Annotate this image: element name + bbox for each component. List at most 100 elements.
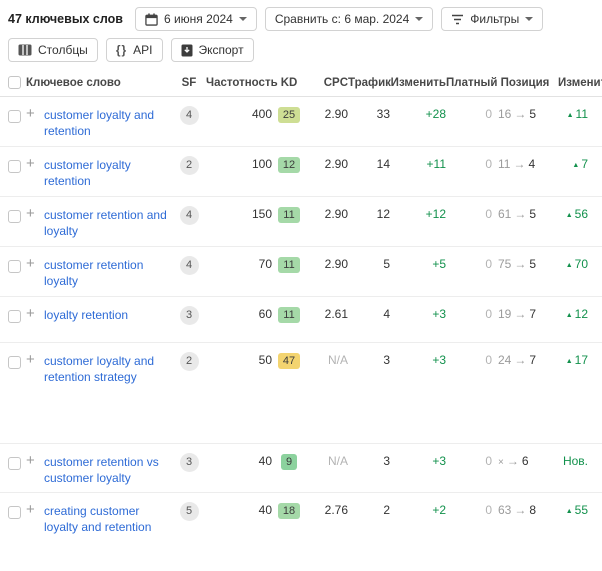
keyword-link[interactable]: loyalty retention bbox=[44, 308, 129, 322]
keywords-table: Ключевое слово SF Частотность KD CPC Тра… bbox=[0, 69, 602, 571]
kd-badge: 47 bbox=[277, 353, 301, 369]
paid-value: 0 bbox=[446, 342, 492, 444]
traffic-change-value: +11 bbox=[390, 146, 446, 197]
row-checkbox[interactable] bbox=[8, 506, 21, 520]
row-checkbox[interactable] bbox=[8, 356, 21, 370]
keyword-link[interactable]: customer retention vs customer loyalty bbox=[44, 455, 159, 486]
volume-value: 400 bbox=[206, 96, 272, 147]
keyword-link[interactable]: customer loyalty and retention bbox=[44, 108, 155, 139]
select-all-checkbox[interactable] bbox=[8, 76, 21, 89]
traffic-change-value: +2 bbox=[432, 503, 446, 517]
serp-features-badge[interactable]: 4 bbox=[179, 105, 199, 125]
traffic-change-value: +3 bbox=[390, 342, 446, 444]
position-change-value: 12 bbox=[574, 307, 588, 321]
position-change-value: 55 bbox=[574, 503, 588, 517]
position-cell: 11 → 4 bbox=[492, 146, 558, 197]
cpc-value: 2.90 bbox=[306, 146, 348, 197]
volume-value: 40 bbox=[258, 503, 272, 517]
position-arrow-icon: → bbox=[514, 503, 527, 517]
serp-features-badge[interactable]: 4 bbox=[179, 255, 199, 275]
position-new-value: 5 bbox=[529, 107, 537, 121]
keyword-link[interactable]: customer retention loyalty bbox=[44, 258, 144, 289]
position-new-value: 6 bbox=[521, 454, 529, 468]
add-icon[interactable]: + bbox=[26, 155, 35, 172]
serp-features-badge[interactable]: 2 bbox=[179, 155, 199, 175]
rank-up-icon: ▲ bbox=[565, 357, 573, 365]
position-change-value: 11 bbox=[575, 107, 588, 121]
traffic-value: 33 bbox=[348, 96, 390, 147]
column-header-paid[interactable]: Платный bbox=[446, 69, 497, 97]
keyword-link[interactable]: customer retention and loyalty bbox=[44, 208, 167, 239]
column-header-volume[interactable]: Частотность bbox=[206, 69, 278, 97]
column-header-position-change[interactable]: Изменить bbox=[558, 69, 602, 97]
keyword-link[interactable]: creating customer loyalty and retention bbox=[44, 504, 152, 535]
add-icon[interactable]: + bbox=[26, 205, 35, 222]
traffic-value: 14 bbox=[348, 146, 390, 197]
export-label: Экспорт bbox=[198, 43, 244, 57]
filters-button[interactable]: Фильтры bbox=[441, 7, 544, 31]
traffic-value: 3 bbox=[348, 342, 390, 444]
position-new-value: 8 bbox=[529, 503, 537, 517]
position-cell: 63 → 8 bbox=[492, 493, 558, 571]
table-row: + loyalty retention 3 60 11 2.61 4 +3 0 … bbox=[0, 296, 602, 343]
keyword-link[interactable]: customer loyalty retention bbox=[44, 158, 131, 189]
position-new-value: 4 bbox=[528, 157, 536, 171]
keyword-link[interactable]: customer loyalty and retention strategy bbox=[44, 354, 155, 385]
position-change-cell: ▲ 56 bbox=[558, 196, 602, 247]
row-checkbox[interactable] bbox=[8, 260, 21, 274]
add-icon[interactable]: + bbox=[26, 501, 35, 518]
table-header-row: Ключевое слово SF Частотность KD CPC Тра… bbox=[0, 69, 602, 97]
position-arrow-icon: → bbox=[514, 307, 527, 321]
serp-features-badge[interactable]: 3 bbox=[179, 305, 199, 325]
column-header-traffic-change[interactable]: Изменить bbox=[390, 69, 446, 97]
position-arrow-icon: → bbox=[513, 157, 526, 171]
volume-value: 40 bbox=[206, 443, 272, 493]
kd-badge: 11 bbox=[278, 207, 300, 223]
api-button[interactable]: {} API bbox=[105, 38, 163, 62]
column-header-cpc[interactable]: CPC bbox=[306, 69, 348, 97]
position-change-value: 17 bbox=[574, 353, 588, 367]
row-checkbox[interactable] bbox=[8, 310, 21, 324]
column-header-traffic[interactable]: Трафик bbox=[348, 69, 391, 97]
column-header-kd[interactable]: KD bbox=[272, 69, 306, 97]
compare-date-button[interactable]: Сравнить с: 6 мар. 2024 bbox=[264, 7, 434, 31]
traffic-value: 12 bbox=[348, 196, 390, 247]
traffic-value: 4 bbox=[348, 296, 390, 343]
position-old-value: 24 bbox=[498, 353, 512, 367]
row-checkbox[interactable] bbox=[8, 160, 21, 174]
cpc-value: N/A bbox=[306, 342, 348, 444]
position-cell: × → 6 bbox=[492, 443, 558, 493]
serp-features-badge[interactable]: 2 bbox=[179, 351, 199, 371]
serp-features-badge[interactable]: 5 bbox=[179, 501, 199, 521]
serp-features-badge[interactable]: 3 bbox=[179, 452, 199, 472]
traffic-value: 5 bbox=[348, 246, 390, 297]
export-button[interactable]: Экспорт bbox=[170, 38, 254, 62]
add-icon[interactable]: + bbox=[26, 255, 35, 272]
column-header-keyword[interactable]: Ключевое слово bbox=[26, 69, 172, 97]
traffic-change-value: +28 bbox=[390, 96, 446, 147]
rank-up-icon: ▲ bbox=[565, 507, 573, 515]
date-picker-button[interactable]: 6 июня 2024 bbox=[134, 7, 257, 31]
position-old-value: × bbox=[498, 457, 504, 468]
row-checkbox[interactable] bbox=[8, 210, 21, 224]
table-row: + customer retention and loyalty 4 150 1… bbox=[0, 196, 602, 247]
position-arrow-icon: → bbox=[506, 454, 519, 468]
position-old-value: 19 bbox=[498, 307, 512, 321]
toolbar: 47 ключевых слов 6 июня 2024 Сравнить с:… bbox=[0, 0, 602, 62]
filter-icon bbox=[451, 14, 464, 25]
add-icon[interactable]: + bbox=[26, 452, 35, 469]
chevron-down-icon bbox=[525, 17, 534, 21]
serp-features-badge[interactable]: 4 bbox=[179, 205, 199, 225]
add-icon[interactable]: + bbox=[26, 351, 35, 368]
volume-value: 100 bbox=[206, 146, 272, 197]
add-icon[interactable]: + bbox=[26, 105, 35, 122]
column-header-position[interactable]: Позиция bbox=[492, 69, 558, 97]
cpc-value: 2.76 bbox=[324, 503, 348, 517]
position-arrow-icon: → bbox=[514, 257, 527, 271]
add-icon[interactable]: + bbox=[26, 305, 35, 322]
column-header-sf[interactable]: SF bbox=[172, 69, 206, 97]
columns-button[interactable]: Столбцы bbox=[8, 38, 98, 62]
row-checkbox[interactable] bbox=[8, 110, 21, 124]
row-checkbox[interactable] bbox=[8, 457, 21, 471]
volume-value: 50 bbox=[206, 342, 272, 444]
